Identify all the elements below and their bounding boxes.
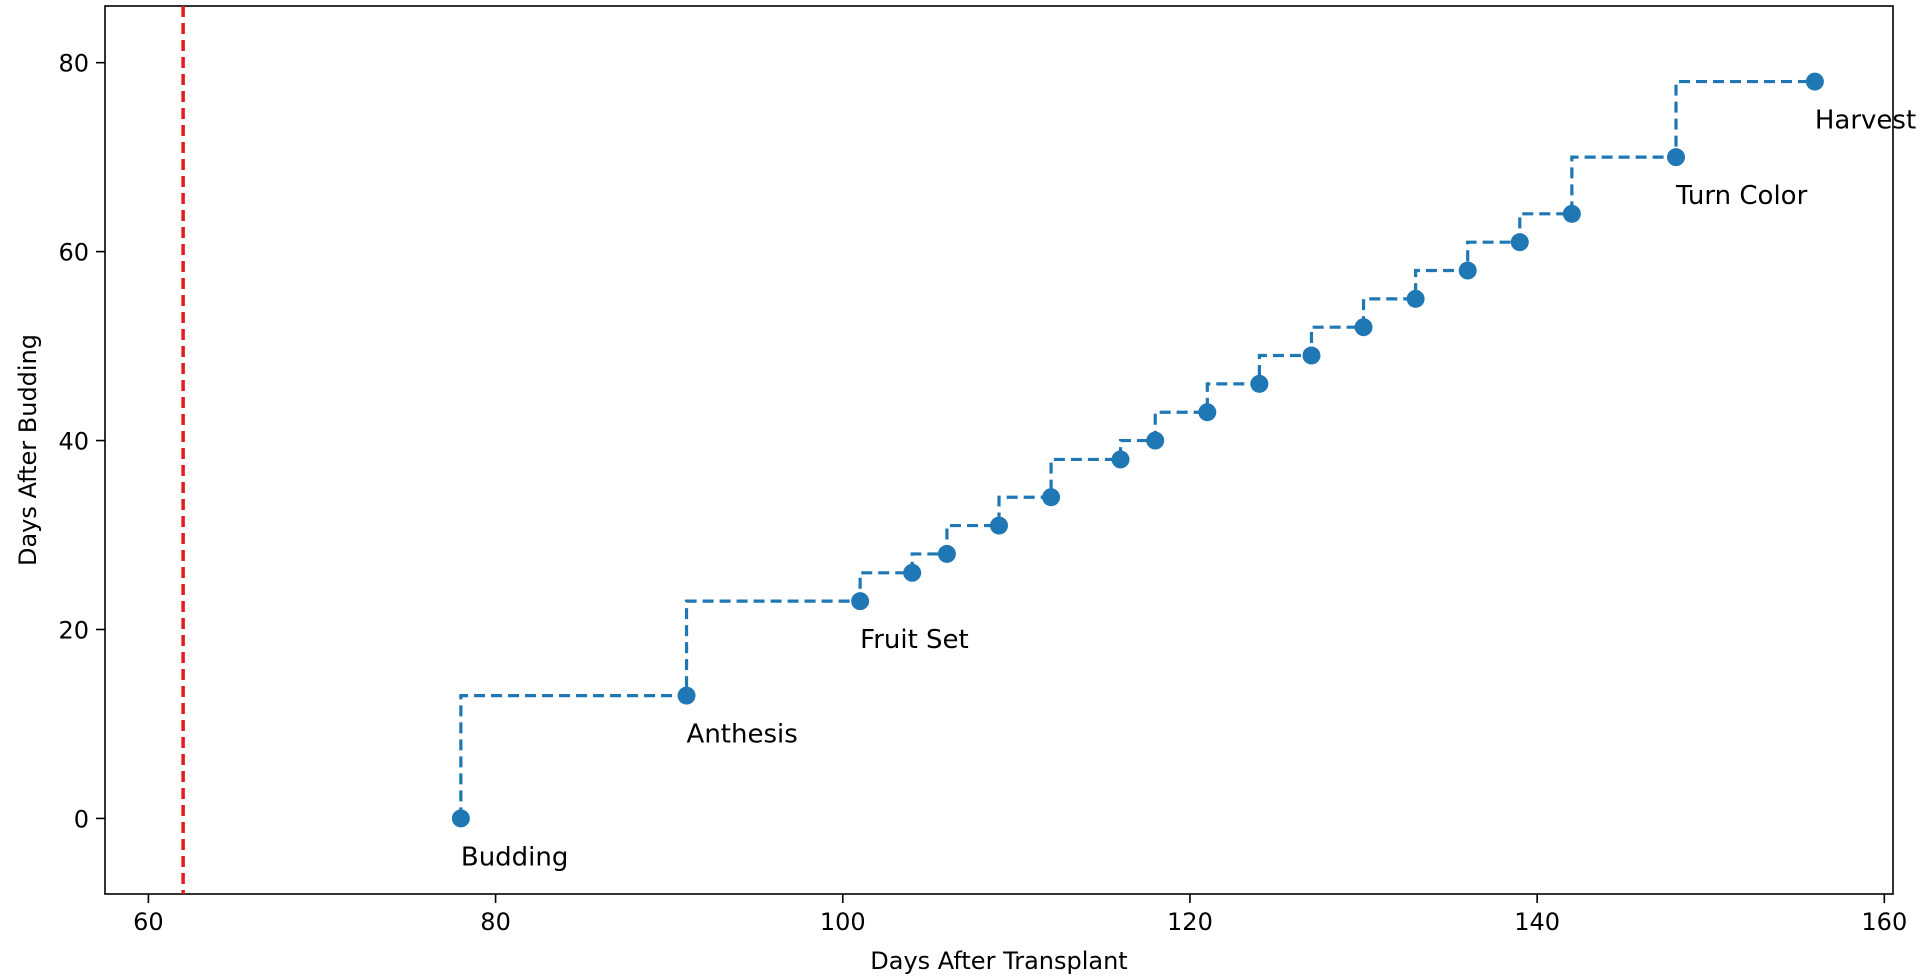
- data-point: [1562, 204, 1581, 223]
- stage-annotation: Fruit Set: [860, 625, 969, 655]
- x-tick-label: 140: [1514, 908, 1560, 936]
- data-point: [937, 544, 956, 563]
- y-tick-label: 80: [58, 50, 89, 78]
- data-point: [1354, 318, 1373, 337]
- x-tick-label: 60: [133, 908, 164, 936]
- data-point: [1302, 346, 1321, 365]
- data-point: [1406, 289, 1425, 308]
- x-tick-label: 80: [480, 908, 511, 936]
- data-point: [903, 563, 922, 582]
- data-point: [1111, 450, 1130, 469]
- stage-annotation: Turn Color: [1675, 181, 1808, 211]
- data-point: [677, 686, 696, 705]
- data-point: [990, 516, 1008, 535]
- data-point: [1146, 431, 1165, 450]
- y-tick-label: 60: [58, 239, 89, 267]
- stage-annotation: Harvest: [1815, 106, 1916, 136]
- step-line-layer: [459, 79, 1815, 819]
- data-point: [1458, 261, 1477, 280]
- x-tick-label: 160: [1861, 908, 1907, 936]
- stage-annotation: Budding: [461, 842, 569, 872]
- x-axis-ticks: 60 80 100 120 140 160: [133, 894, 1907, 936]
- data-point: [1510, 233, 1529, 252]
- data-point: [1250, 374, 1269, 393]
- data-point: [1805, 72, 1824, 91]
- data-points-layer: [451, 72, 1824, 828]
- y-tick-label: 40: [58, 428, 89, 456]
- data-point: [1198, 403, 1217, 422]
- x-tick-label: 100: [820, 908, 866, 936]
- data-point: [1667, 148, 1686, 167]
- annotations-layer: Budding Anthesis Fruit Set Turn Color Harves…: [461, 106, 1916, 873]
- y-tick-label: 0: [74, 805, 89, 833]
- y-axis-ticks: 0 20 40 60 80: [58, 50, 105, 833]
- plot-area: [104, 5, 1894, 895]
- x-tick-label: 120: [1167, 908, 1213, 936]
- step-series-line: [459, 79, 1815, 819]
- y-axis-label: Days After Budding: [14, 334, 42, 566]
- y-tick-label: 20: [58, 616, 89, 644]
- data-point: [851, 592, 870, 611]
- stage-annotation: Anthesis: [687, 720, 798, 750]
- data-point: [1042, 488, 1061, 507]
- x-axis-label: Days After Transplant: [870, 947, 1127, 975]
- data-point: [451, 809, 470, 828]
